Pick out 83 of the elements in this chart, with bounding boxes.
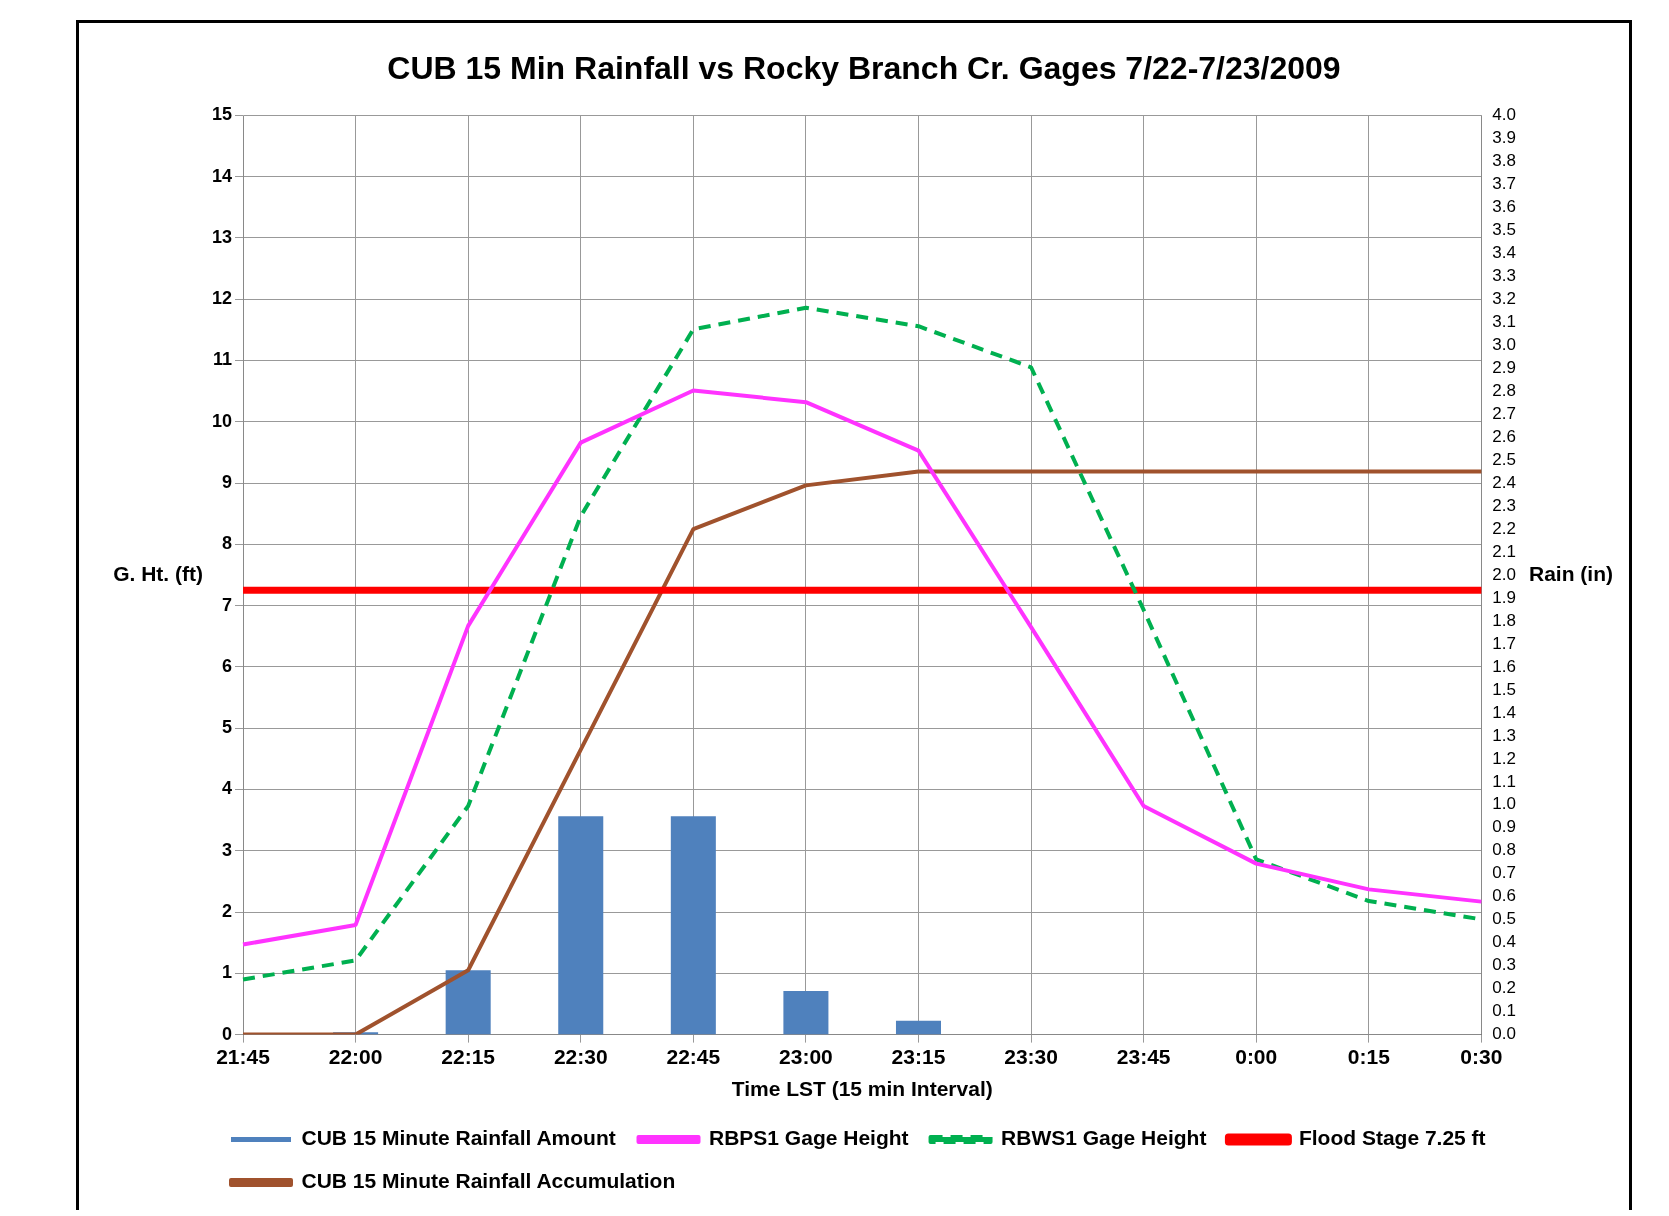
y2-tick-label: 1.4 (1492, 702, 1517, 722)
x-tick-label: 22:00 (328, 1045, 383, 1068)
y2-tick-label: 1.5 (1492, 679, 1517, 699)
y2-tick-label: 0.9 (1492, 817, 1517, 837)
y2-tick-label: 2.6 (1492, 426, 1517, 446)
y2-tick-label: 2.7 (1492, 403, 1517, 423)
y2-tick-label: 0.7 (1492, 863, 1517, 883)
y-tick-label: 12 (211, 288, 233, 309)
y2-tick-label: 3.0 (1492, 334, 1517, 354)
y2-tick-label: 0.5 (1492, 909, 1517, 929)
y2-tick-label: 2.3 (1492, 495, 1517, 515)
bar (895, 1020, 941, 1035)
x-tick-label: 22:30 (553, 1045, 608, 1068)
y2-tick-label: 3.2 (1492, 288, 1517, 308)
legend-label: CUB 15 Minute Rainfall Amount (301, 1126, 616, 1150)
x-tick-label: 22:45 (666, 1045, 721, 1068)
y2-tick-label: 2.2 (1492, 518, 1517, 538)
y2-tick-label: 4.0 (1492, 105, 1517, 125)
y-tick-label: 5 (222, 717, 233, 738)
y2-tick-label: 3.7 (1492, 174, 1517, 194)
y2-tick-label: 3.1 (1492, 311, 1517, 331)
y-tick-label: 13 (211, 226, 233, 247)
y2-tick-label: 2.9 (1492, 357, 1517, 377)
x-tick-label: 23:15 (891, 1045, 946, 1068)
y2-tick-label: 0.6 (1492, 886, 1517, 906)
x-tick-label: 0:15 (1347, 1045, 1391, 1068)
y2-tick-label: 0.2 (1492, 978, 1517, 998)
y2-tick-label: 0.0 (1492, 1024, 1517, 1044)
y2-axis-title: Rain (in) (1529, 561, 1613, 585)
bar (670, 816, 716, 1035)
y-axis-title: G. Ht. (ft) (113, 561, 203, 585)
y2-tick-label: 1.2 (1492, 748, 1517, 768)
y-tick-label: 3 (222, 839, 233, 860)
y2-tick-label: 1.1 (1492, 771, 1517, 791)
y2-tick-label: 2.0 (1492, 564, 1517, 584)
y-tick-label: 0 (222, 1023, 233, 1044)
x-tick-label: 23:30 (1004, 1045, 1058, 1068)
legend-label: CUB 15 Minute Rainfall Accumulation (301, 1169, 676, 1193)
y2-tick-label: 3.5 (1492, 219, 1517, 239)
y-tick-label: 11 (212, 349, 233, 370)
y2-tick-label: 1.3 (1492, 725, 1517, 745)
x-tick-label: 22:15 (441, 1045, 496, 1068)
y-tick-label: 15 (211, 104, 233, 125)
y2-tick-label: 0.3 (1492, 955, 1517, 975)
y-tick-label: 4 (222, 778, 233, 799)
y-tick-label: 9 (222, 472, 233, 493)
y2-tick-label: 1.7 (1492, 633, 1517, 653)
y2-tick-label: 2.8 (1492, 380, 1517, 400)
legend-label: RBPS1 Gage Height (709, 1126, 909, 1150)
y2-tick-label: 2.1 (1492, 541, 1517, 561)
x-tick-label: 0:30 (1460, 1045, 1503, 1068)
x-tick-label: 0:00 (1235, 1045, 1278, 1068)
x-tick-label: 23:45 (1116, 1045, 1171, 1068)
x-tick-label: 21:45 (216, 1045, 271, 1068)
legend-label: Flood Stage 7.25 ft (1298, 1126, 1486, 1150)
y2-tick-label: 0.4 (1492, 932, 1517, 952)
y2-tick-label: 1.0 (1492, 794, 1517, 814)
y2-tick-label: 1.6 (1492, 656, 1517, 676)
bar (783, 990, 829, 1035)
y2-tick-label: 3.8 (1492, 151, 1517, 171)
y2-tick-label: 2.5 (1492, 449, 1517, 469)
y2-tick-label: 3.4 (1492, 242, 1517, 262)
bar (558, 816, 604, 1035)
y-tick-label: 14 (211, 165, 233, 186)
y-tick-label: 10 (211, 410, 233, 431)
chart-title: CUB 15 Min Rainfall vs Rocky Branch Cr. Gages 7/22-7/23/2009 (387, 50, 1341, 87)
y2-tick-label: 0.8 (1492, 840, 1517, 860)
y2-tick-label: 3.6 (1492, 197, 1517, 217)
bar (445, 970, 491, 1035)
y2-tick-label: 1.8 (1492, 610, 1517, 630)
y-tick-label: 1 (222, 962, 233, 983)
y-tick-label: 8 (222, 533, 233, 554)
y-tick-label: 6 (222, 655, 233, 676)
y-tick-label: 7 (222, 594, 233, 615)
y2-tick-label: 1.9 (1492, 587, 1517, 607)
y-tick-label: 2 (222, 901, 233, 922)
x-axis-title: Time LST (15 min Interval) (731, 1077, 993, 1101)
y2-tick-label: 0.1 (1492, 1001, 1517, 1021)
y2-tick-label: 3.9 (1492, 128, 1517, 148)
y2-tick-label: 3.3 (1492, 265, 1517, 285)
legend-label: RBWS1 Gage Height (1001, 1126, 1207, 1150)
y2-tick-label: 2.4 (1492, 472, 1517, 492)
x-tick-label: 23:00 (779, 1045, 833, 1068)
